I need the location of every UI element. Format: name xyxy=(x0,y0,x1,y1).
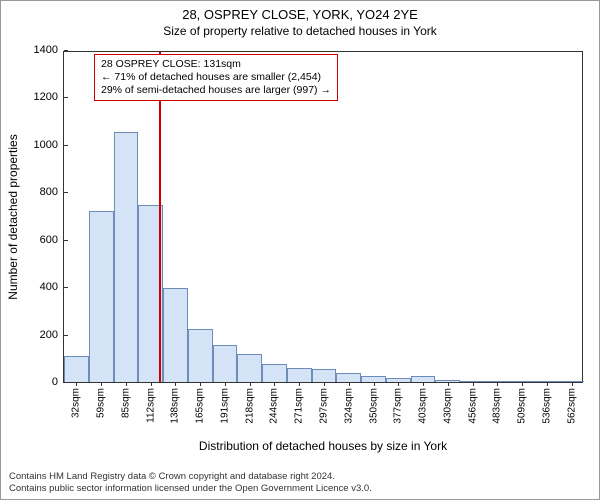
footer-line-1: Contains HM Land Registry data © Crown c… xyxy=(9,471,372,483)
x-tick-mark xyxy=(398,382,399,386)
histogram-bar xyxy=(89,211,114,382)
annotation-box: 28 OSPREY CLOSE: 131sqm ← 71% of detache… xyxy=(94,54,338,101)
x-tick-label: 562sqm xyxy=(566,388,577,424)
x-tick-label: 377sqm xyxy=(393,388,404,424)
y-tick-label: 1200 xyxy=(34,91,64,103)
x-tick-mark xyxy=(175,382,176,386)
footer-line-2: Contains public sector information licen… xyxy=(9,483,372,495)
histogram-bar xyxy=(237,354,262,382)
x-tick-mark xyxy=(423,382,424,386)
histogram-bar xyxy=(114,132,139,382)
x-tick-mark xyxy=(572,382,573,386)
x-tick-mark xyxy=(547,382,548,386)
x-tick-label: 509sqm xyxy=(517,388,528,424)
page-subtitle: Size of property relative to detached ho… xyxy=(1,22,599,38)
x-tick-label: 112sqm xyxy=(145,388,156,423)
x-tick-label: 32sqm xyxy=(71,388,82,418)
y-tick-label: 1400 xyxy=(34,44,64,56)
x-tick-mark xyxy=(151,382,152,386)
x-axis-label: Distribution of detached houses by size … xyxy=(199,439,447,453)
x-tick-label: 271sqm xyxy=(294,388,305,424)
y-axis-label: Number of detached properties xyxy=(6,134,20,299)
histogram-bar xyxy=(163,288,188,382)
histogram-bar xyxy=(336,373,361,382)
y-tick-label: 0 xyxy=(52,376,64,388)
y-tick-label: 400 xyxy=(40,281,64,293)
y-tick-label: 200 xyxy=(40,329,64,341)
x-tick-mark xyxy=(374,382,375,386)
histogram-bar xyxy=(213,345,238,382)
x-tick-mark xyxy=(274,382,275,386)
x-tick-label: 138sqm xyxy=(170,388,181,424)
annotation-line-3: 29% of semi-detached houses are larger (… xyxy=(101,84,331,97)
property-marker-line xyxy=(159,52,161,382)
x-tick-mark xyxy=(299,382,300,386)
x-tick-label: 350sqm xyxy=(368,388,379,424)
histogram-bar xyxy=(64,356,89,382)
x-tick-label: 191sqm xyxy=(219,388,230,424)
x-tick-label: 59sqm xyxy=(96,388,107,418)
x-tick-mark xyxy=(324,382,325,386)
x-tick-mark xyxy=(497,382,498,386)
x-tick-mark xyxy=(126,382,127,386)
x-tick-label: 483sqm xyxy=(492,388,503,424)
x-tick-label: 430sqm xyxy=(442,388,453,424)
x-tick-label: 297sqm xyxy=(319,388,330,424)
x-tick-mark xyxy=(473,382,474,386)
x-tick-label: 244sqm xyxy=(269,388,280,424)
histogram-bar xyxy=(262,364,287,382)
x-tick-label: 165sqm xyxy=(195,388,206,424)
x-tick-label: 324sqm xyxy=(343,388,354,424)
x-tick-label: 85sqm xyxy=(120,388,131,418)
page-title: 28, OSPREY CLOSE, YORK, YO24 2YE xyxy=(1,1,599,22)
histogram-bar xyxy=(188,329,213,382)
x-tick-mark xyxy=(200,382,201,386)
annotation-line-1: 28 OSPREY CLOSE: 131sqm xyxy=(101,58,331,71)
x-tick-label: 218sqm xyxy=(244,388,255,424)
x-tick-mark xyxy=(522,382,523,386)
x-tick-label: 536sqm xyxy=(541,388,552,424)
footer-attribution: Contains HM Land Registry data © Crown c… xyxy=(9,471,372,495)
x-tick-mark xyxy=(225,382,226,386)
histogram-bar xyxy=(312,369,337,382)
x-tick-label: 403sqm xyxy=(418,388,429,424)
x-tick-mark xyxy=(76,382,77,386)
x-tick-mark xyxy=(448,382,449,386)
y-tick-label: 600 xyxy=(40,234,64,246)
chart-container: 28, OSPREY CLOSE, YORK, YO24 2YE Size of… xyxy=(0,0,600,500)
x-tick-mark xyxy=(250,382,251,386)
y-tick-label: 800 xyxy=(40,186,64,198)
histogram-bar xyxy=(287,368,312,382)
y-tick-label: 1000 xyxy=(34,139,64,151)
annotation-line-2: ← 71% of detached houses are smaller (2,… xyxy=(101,71,331,84)
x-tick-label: 456sqm xyxy=(467,388,478,424)
x-tick-mark xyxy=(349,382,350,386)
x-tick-mark xyxy=(101,382,102,386)
